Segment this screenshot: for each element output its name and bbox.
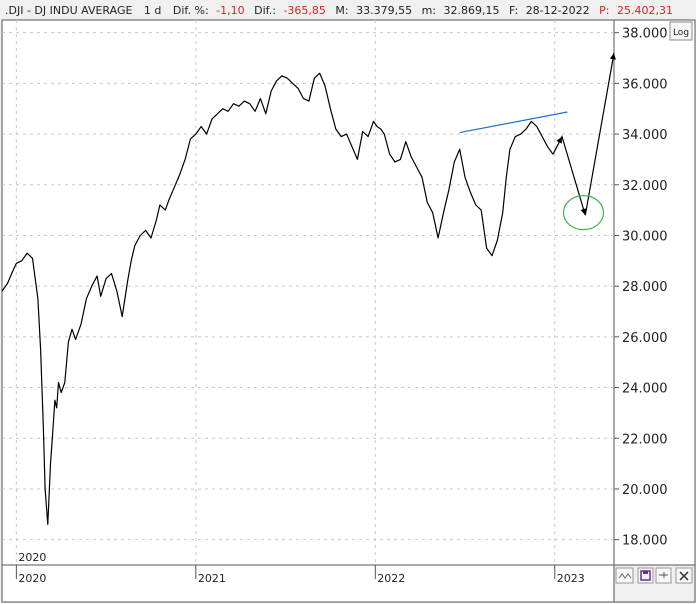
projection-arrowhead xyxy=(556,136,562,144)
projection-path xyxy=(552,52,615,216)
toolbar-icons xyxy=(615,567,693,584)
y-tick-label: 36.000 xyxy=(622,77,668,92)
resistance-trendline xyxy=(459,111,568,134)
header-dif-value: -365,85 xyxy=(283,4,325,17)
y-tick-label: 34.000 xyxy=(622,128,668,143)
header-p-value: 25.402,31 xyxy=(617,4,673,17)
header-m2-value: 32.869,15 xyxy=(444,4,500,17)
header-m2-label: m: xyxy=(422,4,436,17)
header-m-label: M: xyxy=(335,4,348,17)
header-date-value: 28-12-2022 xyxy=(526,4,590,17)
x-tick-label: 2020 xyxy=(18,572,46,585)
log-scale-label: Log xyxy=(673,28,689,38)
y-tick-label: 24.000 xyxy=(622,382,668,397)
plot-background xyxy=(1,19,615,566)
save-icon[interactable] xyxy=(637,567,654,584)
header-date-label: F: xyxy=(509,4,518,17)
y-tick-label: 28.000 xyxy=(622,280,668,295)
x-tick-label: 2021 xyxy=(198,572,226,585)
y-tick-label: 22.000 xyxy=(622,432,668,447)
header-m-value: 33.379,55 xyxy=(356,4,412,17)
y-tick-label: 38.000 xyxy=(622,27,668,42)
drawing-overlays xyxy=(459,52,616,231)
y-axis: 38.000 36.000 34.000 32.000 30.000 28.000 26.0… xyxy=(614,27,668,549)
y-axis-panel xyxy=(613,19,696,566)
x-axis: 2020 2021 2022 2023 2020 xyxy=(15,551,585,585)
y-tick-label: 32.000 xyxy=(622,179,668,194)
target-circle xyxy=(562,195,605,231)
y-tick-label: 20.000 xyxy=(622,483,668,498)
top-year-label: 2020 xyxy=(18,551,46,564)
header-dif-label: Dif.: xyxy=(254,4,276,17)
x-axis-panel xyxy=(1,564,615,603)
y-tick-label: 18.000 xyxy=(622,534,668,549)
y-tick-label: 30.000 xyxy=(622,229,668,244)
close-icon[interactable] xyxy=(675,567,693,584)
projection-arrowhead xyxy=(609,52,616,60)
header-interval: 1 d xyxy=(144,4,161,17)
header-dif-pct-value: -1,10 xyxy=(216,4,244,17)
projection-arrowhead xyxy=(580,208,587,216)
x-tick-label: 2023 xyxy=(557,572,585,585)
x-tick-label: 2022 xyxy=(377,572,405,585)
price-line xyxy=(1,72,554,526)
log-scale-button[interactable]: Log xyxy=(669,21,693,41)
pin-icon[interactable] xyxy=(655,567,672,584)
wave-icon[interactable] xyxy=(615,567,634,584)
header-symbol: .DJI - DJ INDU AVERAGE xyxy=(5,4,132,17)
header-text: .DJI - DJ INDU AVERAGE 1 d Dif. %: -1,10… xyxy=(5,4,673,17)
y-tick-label: 26.000 xyxy=(622,331,668,346)
header-dif-pct-label: Dif. %: xyxy=(173,4,209,17)
header-p-label: P: xyxy=(599,4,609,17)
price-series xyxy=(1,72,554,526)
